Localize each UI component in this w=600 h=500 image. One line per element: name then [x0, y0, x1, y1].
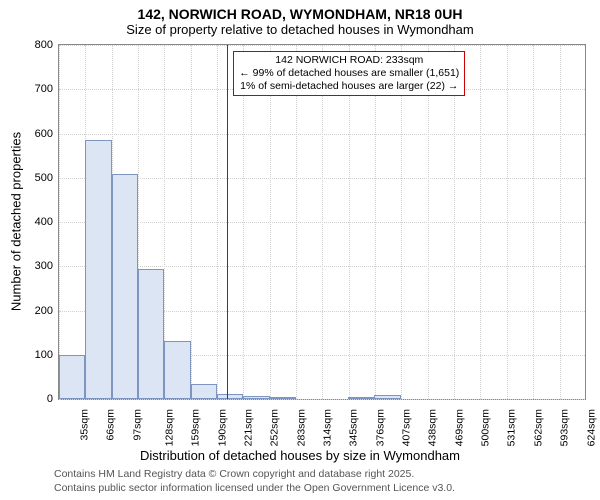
x-tick-label: 593sqm — [559, 409, 571, 446]
gridline-v — [375, 45, 376, 399]
histogram-bar — [138, 269, 164, 399]
histogram-bar — [164, 341, 190, 399]
histogram-bar — [191, 384, 217, 399]
x-tick-label: 190sqm — [216, 409, 228, 446]
x-tick-label: 500sqm — [479, 409, 491, 446]
gridline-v — [428, 45, 429, 399]
y-tick-label: 700 — [35, 83, 59, 95]
x-tick-label: 221sqm — [242, 409, 254, 446]
x-axis-label: Distribution of detached houses by size … — [0, 448, 600, 463]
x-tick-label: 128sqm — [163, 409, 175, 446]
histogram-bar — [112, 174, 138, 399]
annotation-line: ← 99% of detached houses are smaller (1,… — [239, 67, 459, 80]
x-tick-label: 438sqm — [427, 409, 439, 446]
attribution-line-1: Contains HM Land Registry data © Crown c… — [54, 468, 414, 480]
gridline-v — [349, 45, 350, 399]
x-tick-label: 159sqm — [190, 409, 202, 446]
gridline-v — [270, 45, 271, 399]
gridline-v — [401, 45, 402, 399]
annotation-box: 142 NORWICH ROAD: 233sqm← 99% of detache… — [233, 51, 465, 96]
y-tick-label: 300 — [35, 260, 59, 272]
x-tick-label: 531sqm — [506, 409, 518, 446]
gridline-v — [296, 45, 297, 399]
chart-subtitle: Size of property relative to detached ho… — [0, 22, 600, 37]
gridline-h — [59, 399, 585, 400]
x-tick-label: 66sqm — [105, 409, 117, 441]
x-tick-label: 345sqm — [348, 409, 360, 446]
gridline-v — [322, 45, 323, 399]
x-tick-label: 35sqm — [79, 409, 91, 441]
gridline-v — [59, 45, 60, 399]
x-tick-label: 97sqm — [131, 409, 143, 441]
plot-area: 010020030040050060070080035sqm66sqm97sqm… — [58, 44, 586, 400]
gridline-v — [191, 45, 192, 399]
y-tick-label: 200 — [35, 305, 59, 317]
x-tick-label: 314sqm — [321, 409, 333, 446]
annotation-line: 142 NORWICH ROAD: 233sqm — [239, 54, 459, 67]
attribution-line-2: Contains public sector information licen… — [54, 482, 455, 494]
gridline-v — [243, 45, 244, 399]
histogram-bar — [59, 355, 85, 399]
chart-title: 142, NORWICH ROAD, WYMONDHAM, NR18 0UH — [0, 6, 600, 22]
gridline-v — [217, 45, 218, 399]
y-tick-label: 800 — [35, 39, 59, 51]
y-axis-label: Number of detached properties — [9, 122, 24, 322]
y-tick-label: 500 — [35, 172, 59, 184]
y-tick-label: 400 — [35, 216, 59, 228]
x-tick-label: 283sqm — [295, 409, 307, 446]
histogram-bar — [270, 397, 296, 399]
reference-line — [227, 45, 228, 399]
x-tick-label: 252sqm — [269, 409, 281, 446]
gridline-v — [480, 45, 481, 399]
histogram-bar — [85, 140, 111, 399]
histogram-bar — [374, 395, 400, 399]
x-tick-label: 469sqm — [453, 409, 465, 446]
x-tick-label: 376sqm — [374, 409, 386, 446]
x-tick-label: 624sqm — [585, 409, 597, 446]
histogram-bar — [217, 394, 243, 399]
histogram-bar — [348, 397, 374, 399]
y-tick-label: 100 — [35, 349, 59, 361]
y-tick-label: 0 — [47, 393, 59, 405]
x-tick-label: 407sqm — [400, 409, 412, 446]
y-tick-label: 600 — [35, 128, 59, 140]
gridline-v — [507, 45, 508, 399]
x-tick-label: 562sqm — [532, 409, 544, 446]
gridline-v — [454, 45, 455, 399]
annotation-line: 1% of semi-detached houses are larger (2… — [239, 80, 459, 93]
gridline-v — [560, 45, 561, 399]
gridline-v — [533, 45, 534, 399]
histogram-bar — [243, 396, 269, 399]
